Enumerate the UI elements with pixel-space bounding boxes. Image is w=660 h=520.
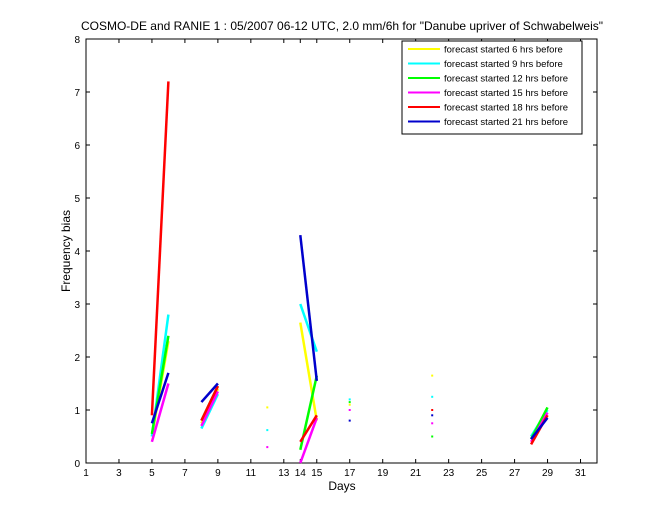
series-line [299,417,318,464]
x-tick-label: 5 [149,468,155,479]
y-tick-label: 8 [74,35,80,46]
x-tick-label: 31 [575,468,587,479]
series-point [431,395,434,398]
series-point [348,409,351,411]
x-tick-label: 9 [215,468,221,479]
series-line [299,414,318,443]
y-tick-label: 3 [74,300,80,311]
series-point [431,409,434,411]
y-tick-label: 7 [74,88,80,99]
series-point [266,406,269,409]
series-line [200,390,220,427]
series-line [299,234,319,382]
series-line [530,417,549,440]
series-point [431,414,434,417]
series-line [150,372,170,424]
series-line [299,322,319,421]
series-point [431,435,434,438]
series-point [348,403,351,406]
legend-entry: forecast started 12 hrs before [444,74,568,85]
series-point [431,422,434,425]
x-tick-label: 1 [83,468,89,479]
x-axis-label: Days [328,479,355,493]
series-6 [150,234,549,440]
series-line [200,385,220,422]
x-tick-label: 3 [116,468,122,479]
x-tick-label: 11 [246,468,257,479]
y-tick-label: 1 [74,406,80,417]
y-axis-label: Frequency bias [59,210,73,292]
legend-entry: forecast started 6 hrs before [444,45,563,56]
series-point [266,429,269,432]
series-point [431,374,434,377]
y-tick-label: 5 [74,194,80,205]
x-tick-label: 29 [542,468,554,479]
x-tick-label: 14 [295,468,307,479]
x-tick-label: 7 [182,468,188,479]
y-tick-label: 6 [74,141,80,152]
series-line [200,382,219,403]
x-tick-label: 25 [476,468,488,479]
y-tick-label: 2 [74,353,80,364]
legend: forecast started 6 hrs before forecast st… [401,40,583,135]
x-tick-label: 21 [410,468,422,479]
series-line [150,81,170,416]
y-tick-label: 0 [74,459,80,470]
x-tick-label: 17 [344,468,356,479]
x-tick-label: 19 [377,468,389,479]
series-layer [150,81,549,464]
series-point [348,398,351,401]
series-point [348,419,351,422]
chart-title: COSMO-DE and RANIE 1 : 05/2007 06-12 UTC… [81,19,603,33]
x-tick-label: 13 [278,468,290,479]
legend-box [401,40,583,135]
series-point [266,446,269,449]
x-tick-label: 27 [509,468,521,479]
legend-entry: forecast started 18 hrs before [444,103,568,114]
series-line [150,383,170,443]
y-tick-label: 4 [74,247,80,258]
x-tick-label: 15 [311,468,323,479]
x-tick-label: 23 [443,468,455,479]
legend-entry: forecast started 15 hrs before [444,88,568,99]
series-line [299,303,318,353]
legend-entry: forecast started 9 hrs before [444,59,563,70]
series-point [348,401,351,404]
legend-entry: forecast started 21 hrs before [444,117,568,128]
